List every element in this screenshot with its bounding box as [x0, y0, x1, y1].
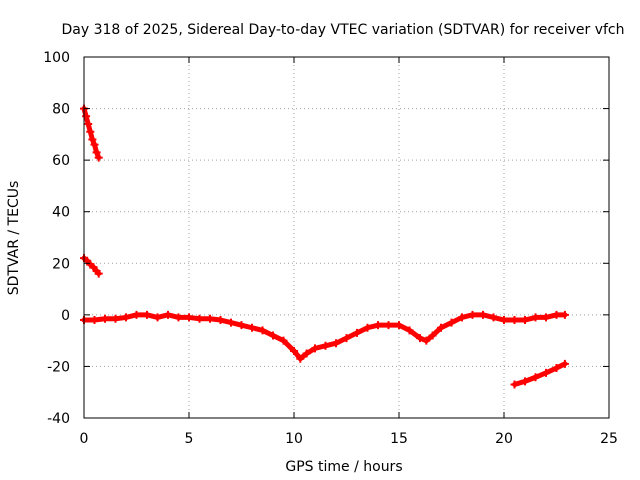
x-tick-label: 5 [185, 431, 194, 447]
y-tick-label: -20 [47, 359, 70, 375]
data-point [560, 310, 569, 319]
x-axis-ticks: 0 5 10 15 20 25 [80, 57, 618, 447]
series-early-high [80, 104, 103, 162]
series-early-mid [80, 254, 103, 278]
x-axis-label: GPS time / hours [285, 459, 402, 475]
y-tick-label: 60 [52, 153, 70, 169]
grid-lines [84, 57, 609, 418]
y-axis-ticks: -40 -20 0 20 40 60 80 100 [43, 50, 609, 427]
series-main [80, 310, 569, 363]
y-tick-label: 40 [52, 205, 70, 221]
data-point [94, 269, 103, 278]
x-tick-label: 20 [495, 431, 513, 447]
data-point [560, 359, 569, 368]
y-axis-label: SDTVAR / TECUs [6, 181, 22, 296]
x-tick-label: 10 [285, 431, 303, 447]
series-late-low [510, 359, 569, 389]
x-tick-label: 0 [80, 431, 89, 447]
x-tick-label: 15 [390, 431, 408, 447]
y-tick-label: 20 [52, 256, 70, 272]
chart-title: Day 318 of 2025, Sidereal Day-to-day VTE… [61, 22, 624, 38]
plot-frame [83, 56, 610, 419]
data-point [94, 153, 103, 162]
y-tick-label: 100 [43, 50, 70, 66]
y-tick-label: -40 [47, 411, 70, 427]
y-tick-label: 0 [61, 308, 70, 324]
y-tick-label: 80 [52, 102, 70, 118]
data-points [80, 104, 569, 389]
x-tick-label: 25 [600, 431, 618, 447]
